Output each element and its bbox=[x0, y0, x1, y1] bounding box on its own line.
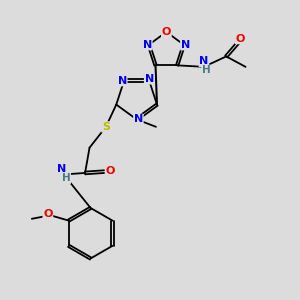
Text: N: N bbox=[199, 56, 208, 67]
Text: N: N bbox=[57, 164, 67, 174]
Text: N: N bbox=[181, 40, 190, 50]
Text: H: H bbox=[62, 173, 70, 183]
Text: O: O bbox=[236, 34, 245, 44]
Text: O: O bbox=[105, 167, 115, 176]
Text: O: O bbox=[162, 27, 171, 37]
Text: O: O bbox=[43, 209, 52, 219]
Text: S: S bbox=[102, 122, 110, 132]
Text: N: N bbox=[118, 76, 127, 86]
Text: H: H bbox=[202, 65, 211, 75]
Text: N: N bbox=[134, 114, 143, 124]
Text: N: N bbox=[145, 74, 154, 84]
Text: N: N bbox=[143, 40, 152, 50]
